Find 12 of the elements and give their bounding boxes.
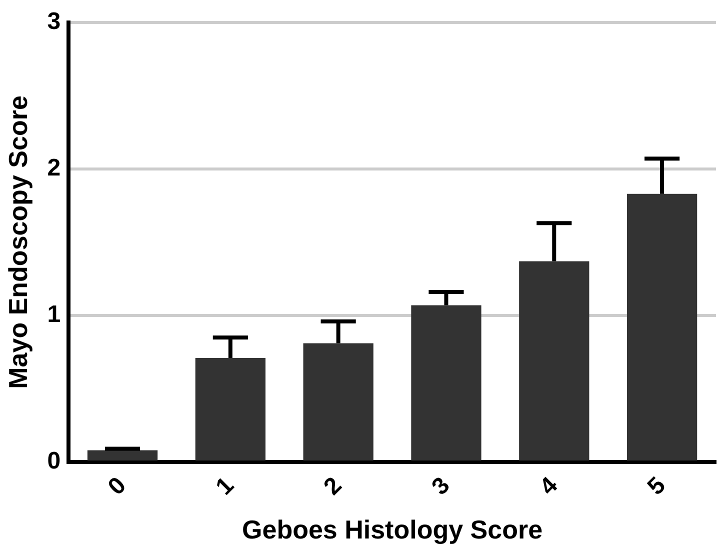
y-tick-label: 2	[47, 154, 61, 182]
x-axis-title: Geboes Histology Score	[242, 514, 543, 545]
x-tick-label: 1	[210, 472, 240, 501]
x-tick-label: 4	[534, 472, 564, 501]
x-tick-label: 5	[642, 472, 671, 501]
y-axis-title: Mayo Endoscopy Score	[2, 96, 33, 389]
y-tick-label: 0	[47, 448, 61, 475]
y-tick-label: 1	[47, 301, 61, 328]
x-tick-label: 2	[318, 472, 348, 501]
x-tick-label: 3	[426, 472, 456, 501]
y-tick-label: 3	[47, 8, 61, 36]
x-tick-label: 0	[102, 472, 132, 501]
